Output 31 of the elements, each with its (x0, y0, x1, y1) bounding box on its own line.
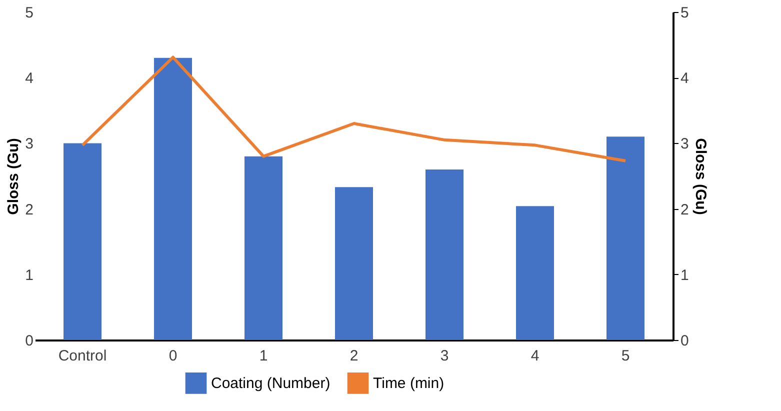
x-tick-label: 3 (440, 348, 449, 364)
bar (154, 58, 192, 340)
y2-tick-label: 0 (680, 332, 689, 350)
x-tick-label: 5 (621, 348, 630, 364)
y-tick-label: 2 (25, 201, 34, 218)
y2-tick-label: 3 (680, 136, 689, 153)
x-tick-label: 4 (530, 348, 540, 364)
bar (606, 136, 644, 340)
bar (516, 206, 554, 340)
y-tick-label: 1 (25, 266, 34, 284)
y-axis-title: Gloss (Gu) (5, 138, 22, 215)
legend-label: Time (min) (373, 375, 444, 392)
bar (425, 169, 464, 340)
y-tick-label: 0 (25, 332, 34, 350)
y-tick-label: 3 (25, 136, 34, 153)
line-series (81, 56, 627, 162)
x-tick-label: 0 (168, 348, 178, 364)
y2-tick-label: 1 (680, 266, 689, 284)
legend-label: Coating (Number) (211, 375, 330, 392)
y-tick-label: 4 (25, 70, 34, 88)
x-tick-label: 1 (259, 348, 268, 364)
y2-tick-label: 5 (680, 4, 689, 22)
x-tick-label: Control (58, 348, 107, 364)
x-tick-label: 2 (350, 348, 358, 364)
y2-tick-label: 4 (680, 70, 689, 88)
y2-tick-label: 2 (680, 201, 689, 218)
y2-axis-title: Gloss (Gu) (692, 138, 709, 215)
bar (335, 187, 373, 340)
bar (64, 143, 102, 340)
bar (244, 156, 283, 340)
y-tick-label: 5 (25, 4, 34, 22)
